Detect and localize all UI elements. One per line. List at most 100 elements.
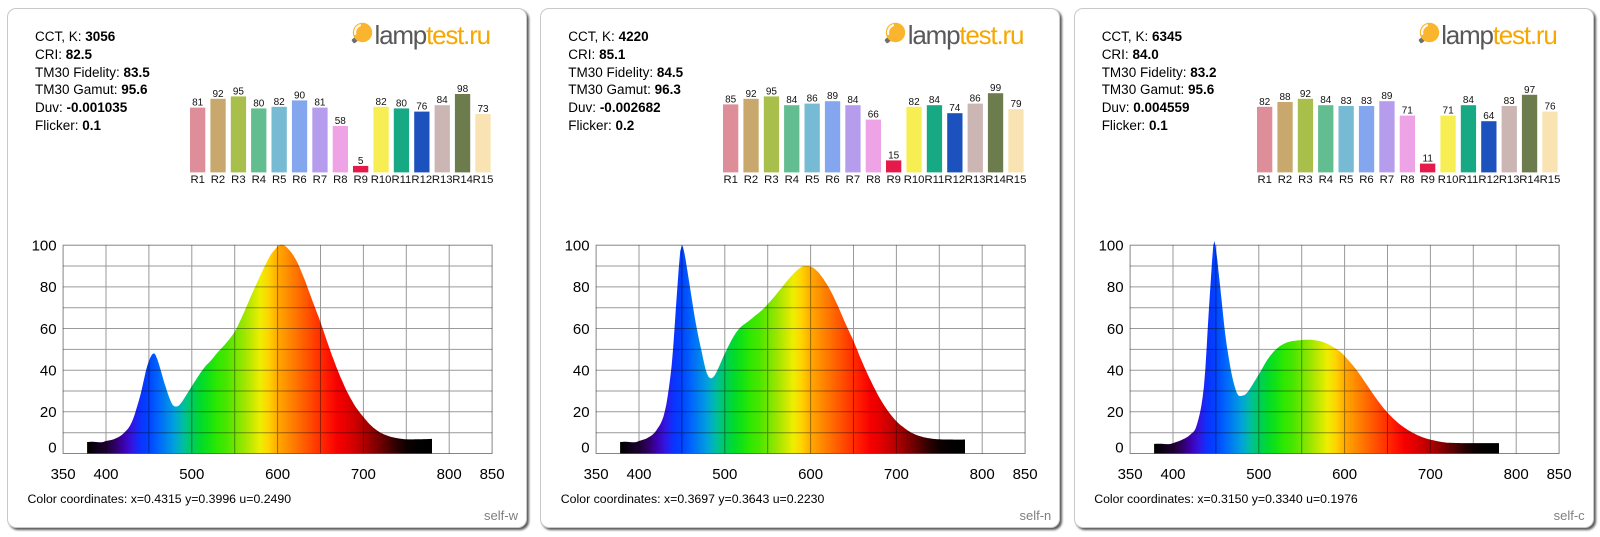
svg-text:100: 100 <box>1098 238 1123 255</box>
svg-text:R10: R10 <box>1437 174 1458 186</box>
svg-text:82: 82 <box>1259 97 1271 108</box>
svg-text:81: 81 <box>314 98 326 109</box>
svg-text:0: 0 <box>1115 440 1123 457</box>
svg-text:100: 100 <box>32 238 57 255</box>
svg-text:80: 80 <box>1107 279 1124 296</box>
svg-text:R9: R9 <box>353 174 367 186</box>
svg-text:99: 99 <box>990 83 1002 94</box>
svg-text:0: 0 <box>48 440 56 457</box>
svg-text:76: 76 <box>1544 102 1556 113</box>
svg-text:R11: R11 <box>1458 174 1478 186</box>
svg-text:R14: R14 <box>1519 174 1540 186</box>
svg-text:R11: R11 <box>391 174 411 186</box>
svg-text:86: 86 <box>970 94 982 105</box>
svg-text:R1: R1 <box>190 174 204 186</box>
svg-text:R14: R14 <box>452 174 473 186</box>
svg-text:R5: R5 <box>1339 174 1353 186</box>
svg-text:92: 92 <box>1300 89 1312 100</box>
svg-text:R5: R5 <box>805 174 819 186</box>
svg-text:84: 84 <box>1320 95 1332 106</box>
svg-text:92: 92 <box>212 89 224 100</box>
svg-text:R10: R10 <box>904 174 925 186</box>
svg-text:R3: R3 <box>764 174 778 186</box>
svg-text:64: 64 <box>1483 111 1495 122</box>
svg-text:89: 89 <box>827 91 839 102</box>
svg-text:60: 60 <box>573 321 590 338</box>
svg-text:R6: R6 <box>826 174 840 186</box>
svg-text:84: 84 <box>848 95 860 106</box>
svg-text:20: 20 <box>573 404 590 421</box>
svg-text:R3: R3 <box>231 174 245 186</box>
svg-text:20: 20 <box>1107 404 1124 421</box>
svg-text:R7: R7 <box>846 174 860 186</box>
svg-text:400: 400 <box>627 466 652 483</box>
svg-text:850: 850 <box>1546 466 1571 483</box>
svg-text:800: 800 <box>437 466 462 483</box>
svg-text:80: 80 <box>40 279 57 296</box>
svg-text:R4: R4 <box>252 174 266 186</box>
svg-text:83: 83 <box>1503 96 1515 107</box>
svg-text:R14: R14 <box>986 174 1007 186</box>
svg-text:700: 700 <box>351 466 376 483</box>
svg-text:60: 60 <box>40 321 57 338</box>
svg-text:84: 84 <box>1463 95 1475 106</box>
svg-text:88: 88 <box>1279 92 1291 103</box>
svg-text:500: 500 <box>179 466 204 483</box>
svg-text:500: 500 <box>713 466 738 483</box>
svg-text:R15: R15 <box>1539 174 1560 186</box>
svg-text:82: 82 <box>376 97 388 108</box>
svg-text:95: 95 <box>766 86 778 97</box>
svg-text:R9: R9 <box>887 174 901 186</box>
svg-text:R15: R15 <box>473 174 494 186</box>
svg-text:74: 74 <box>950 103 962 114</box>
svg-text:R2: R2 <box>211 174 225 186</box>
svg-text:500: 500 <box>1246 466 1271 483</box>
svg-text:84: 84 <box>437 95 449 106</box>
svg-text:15: 15 <box>888 150 900 161</box>
svg-text:R12: R12 <box>411 174 432 186</box>
svg-text:R4: R4 <box>785 174 799 186</box>
svg-text:400: 400 <box>93 466 118 483</box>
svg-text:97: 97 <box>1524 85 1536 96</box>
svg-text:92: 92 <box>746 89 758 100</box>
svg-text:R13: R13 <box>1499 174 1520 186</box>
svg-text:40: 40 <box>1107 363 1124 380</box>
svg-text:89: 89 <box>1381 91 1393 102</box>
svg-text:700: 700 <box>884 466 909 483</box>
svg-text:73: 73 <box>477 104 489 115</box>
svg-text:20: 20 <box>40 404 57 421</box>
svg-text:71: 71 <box>1442 106 1454 117</box>
svg-text:98: 98 <box>457 84 469 95</box>
svg-text:100: 100 <box>565 238 590 255</box>
svg-text:800: 800 <box>970 466 995 483</box>
svg-text:R8: R8 <box>1400 174 1414 186</box>
svg-text:R12: R12 <box>1478 174 1499 186</box>
svg-text:350: 350 <box>51 466 76 483</box>
svg-text:R11: R11 <box>925 174 945 186</box>
svg-text:R8: R8 <box>866 174 880 186</box>
svg-text:R7: R7 <box>1379 174 1393 186</box>
svg-text:5: 5 <box>358 156 364 167</box>
svg-text:R5: R5 <box>272 174 286 186</box>
svg-text:40: 40 <box>40 363 57 380</box>
svg-text:81: 81 <box>192 98 204 109</box>
svg-text:R13: R13 <box>965 174 986 186</box>
svg-text:R6: R6 <box>292 174 306 186</box>
svg-text:350: 350 <box>1117 466 1142 483</box>
svg-text:79: 79 <box>1011 99 1023 110</box>
svg-text:82: 82 <box>909 97 921 108</box>
svg-text:600: 600 <box>1332 466 1357 483</box>
svg-text:R2: R2 <box>1277 174 1291 186</box>
svg-text:58: 58 <box>335 116 347 127</box>
svg-text:350: 350 <box>584 466 609 483</box>
svg-text:R10: R10 <box>371 174 392 186</box>
svg-text:850: 850 <box>1013 466 1038 483</box>
svg-text:66: 66 <box>868 110 880 121</box>
svg-text:R2: R2 <box>744 174 758 186</box>
svg-text:11: 11 <box>1422 154 1433 165</box>
svg-text:83: 83 <box>1361 96 1373 107</box>
svg-text:84: 84 <box>929 95 941 106</box>
svg-text:400: 400 <box>1160 466 1185 483</box>
svg-text:800: 800 <box>1503 466 1528 483</box>
svg-text:R3: R3 <box>1298 174 1312 186</box>
